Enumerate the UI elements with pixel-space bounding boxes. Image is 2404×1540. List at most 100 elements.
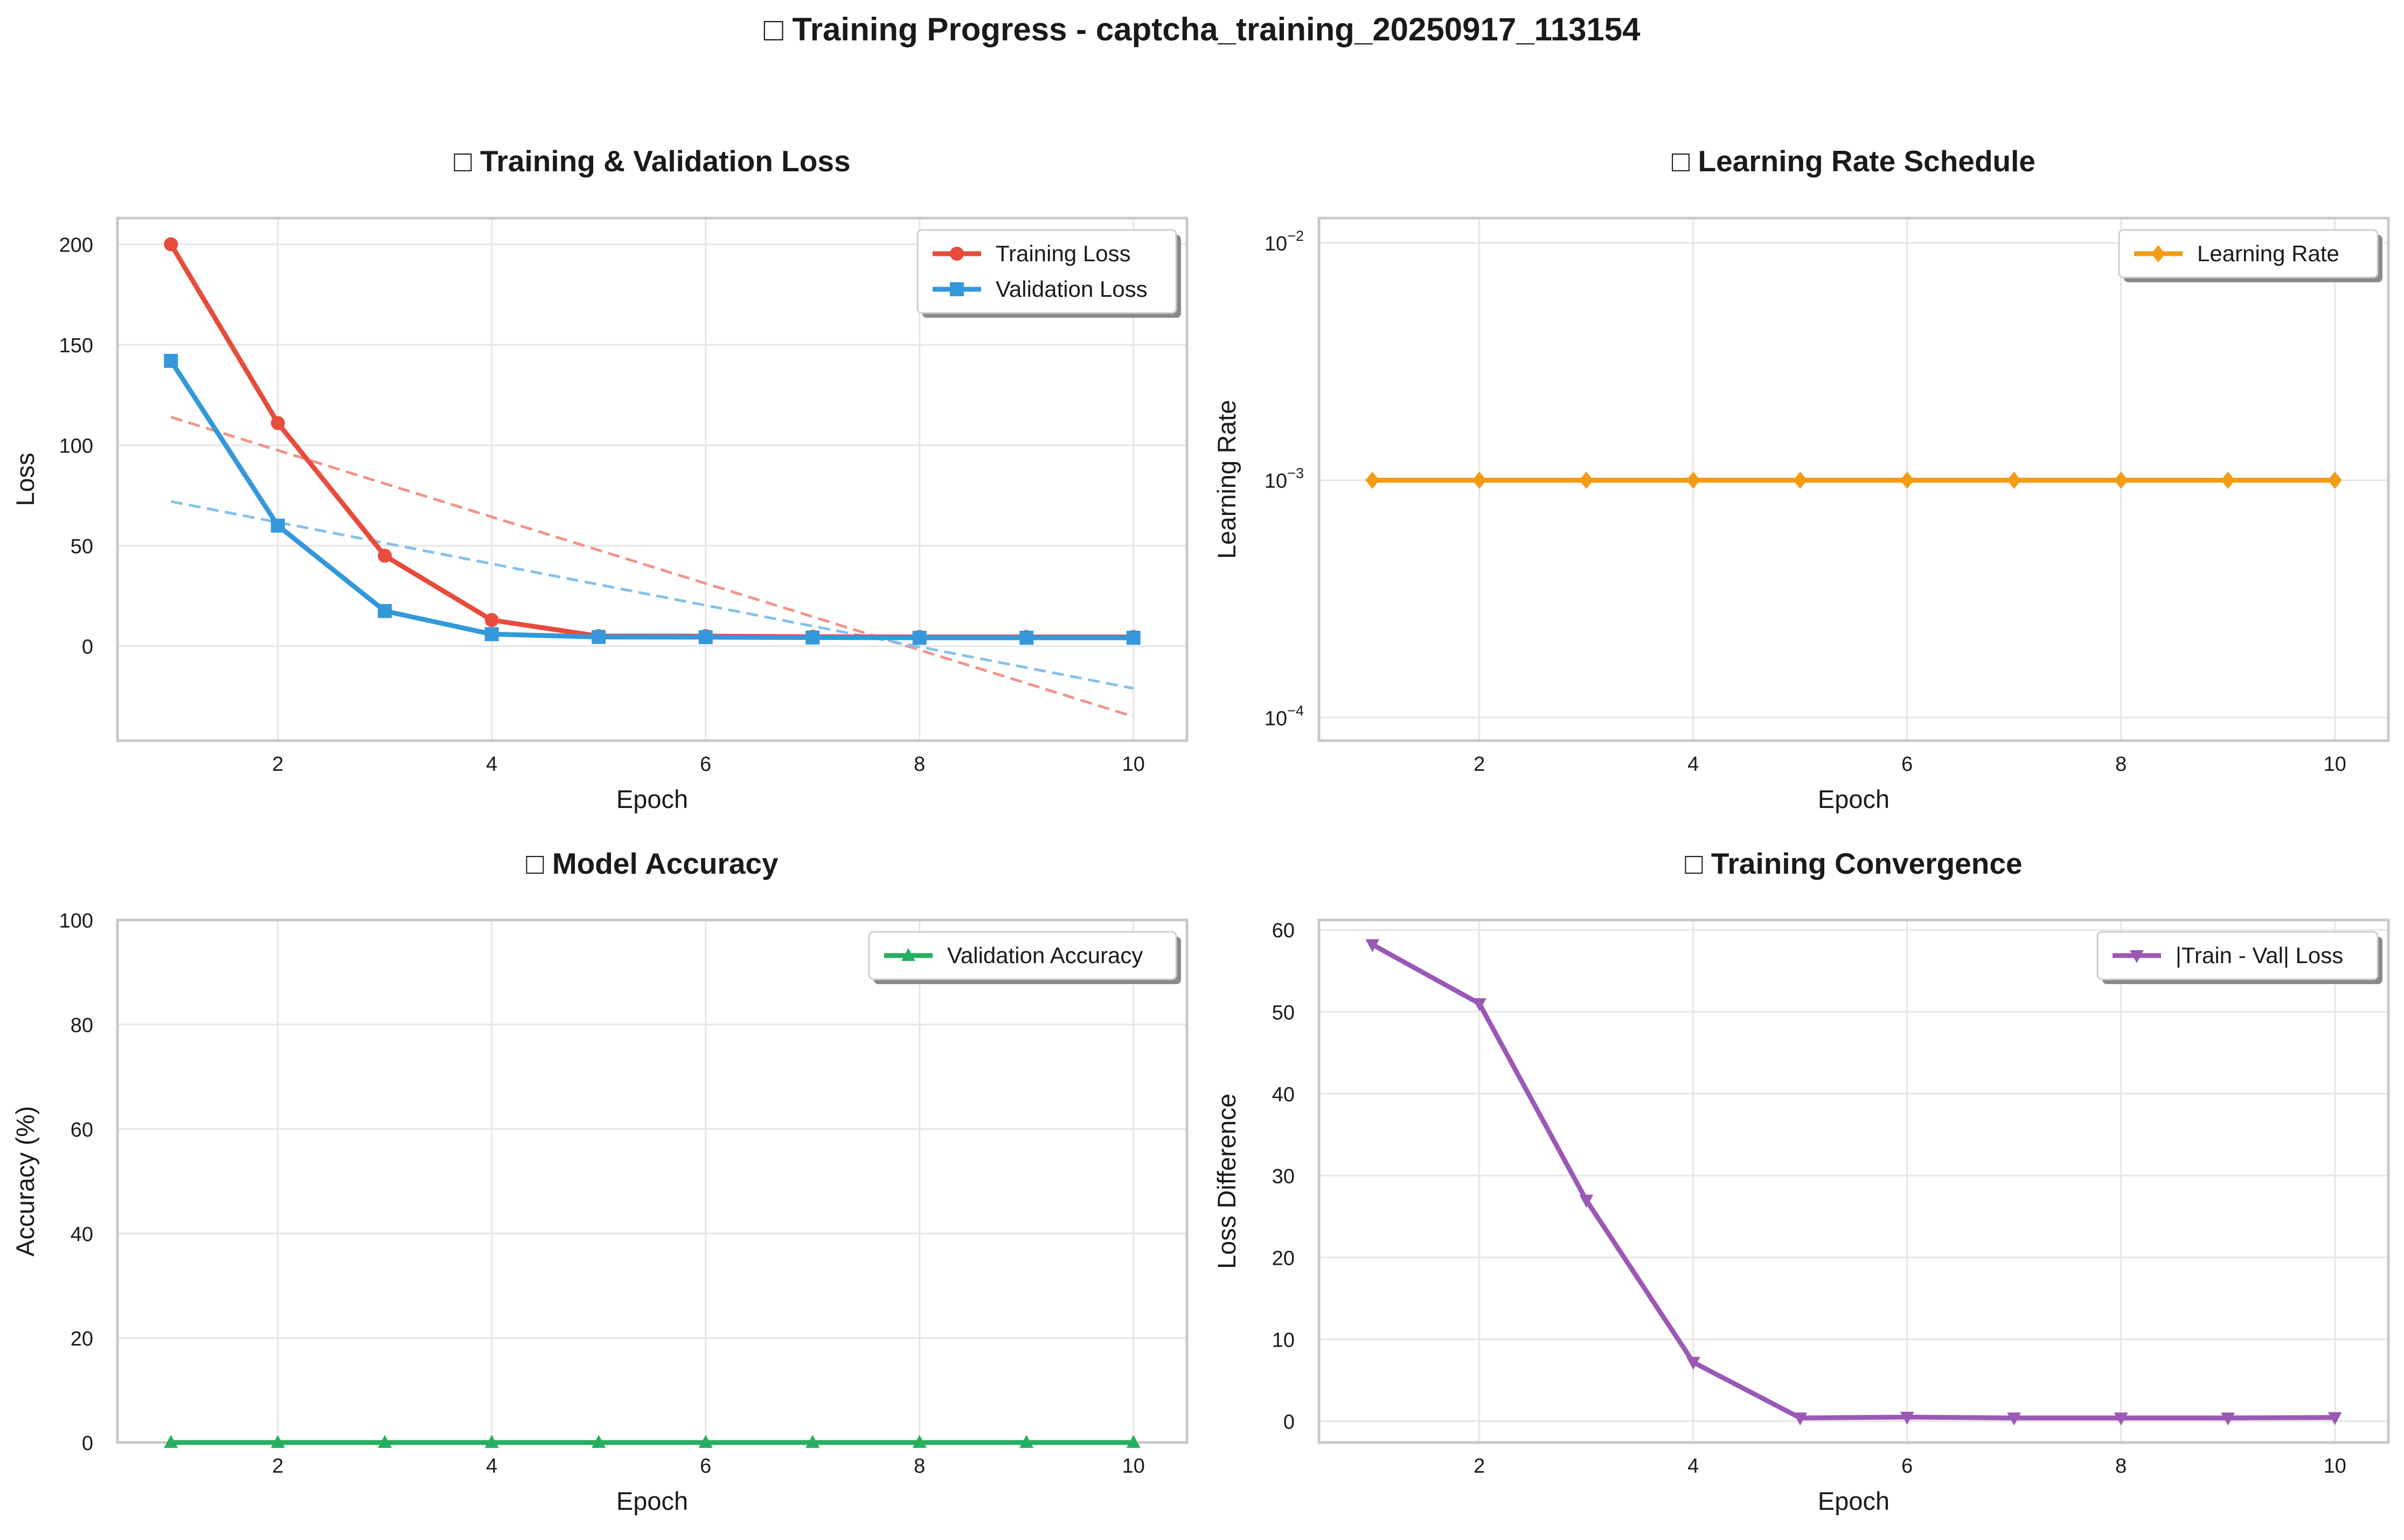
loss-legend-marker-2-point-1 [950,282,964,296]
loss-y-tick-label: 150 [59,335,93,357]
conv-series-1-point-4 [1686,1357,1700,1370]
acc-title: □ Model Accuracy [526,847,779,880]
loss-series-2-point-4 [484,627,499,642]
lr-series-1-point-10 [2327,471,2342,489]
lr-x-axis-label: Epoch [1818,785,1889,813]
acc-y-tick-label: 100 [59,910,93,932]
conv-legend-marker-1-point-1 [2130,950,2144,963]
loss-title: □ Training & Validation Loss [454,144,850,178]
loss-y-tick-label: 0 [82,636,93,659]
loss-series-1-point-4 [484,613,499,628]
acc-y-tick-label: 40 [71,1223,93,1246]
lr-x-tick-label: 8 [2115,753,2127,776]
loss-series-2-point-3 [378,604,392,618]
conv-series-1-point-6 [1900,1411,1914,1425]
lr-y-tick-label: 10−2 [1264,228,1304,255]
conv-series-1-point-3 [1579,1194,1594,1208]
conv-panel: □ Training Convergence 2 4 6 8 10 0 10 20 30 40 50 6… [1212,847,2390,1515]
lr-series-1-point-9 [2221,471,2235,489]
acc-series-1-point-5 [592,1435,606,1448]
loss-y-tick-label: 200 [59,234,93,257]
acc-y-tick-label: 20 [71,1328,93,1350]
conv-title: □ Training Convergence [1685,847,2022,880]
lr-series-1-point-5 [1793,471,1808,489]
loss-x-tick-label: 6 [700,753,711,776]
acc-series-1-point-10 [1126,1435,1141,1448]
conv-x-tick-label: 10 [2324,1455,2346,1478]
loss-series-1-point-1 [164,237,178,252]
conv-axes-frame [1317,918,2390,1444]
conv-series-1-point-1 [1365,939,1380,952]
lr-legend [2118,229,2379,278]
loss-series-2-point-7 [805,630,820,645]
lr-series-1-point-1 [1365,471,1380,489]
acc-series-1-point-7 [805,1435,820,1448]
conv-y-tick-label: 50 [1272,1001,1295,1024]
acc-x-tick-label: 2 [272,1455,283,1478]
acc-series-1-point-1 [164,1435,178,1448]
acc-legend [868,931,1177,980]
conv-series-1-line [1370,942,2338,1420]
loss-legend-label-2: Validation Loss [996,276,1148,302]
conv-series-1-point-10 [2327,1412,2342,1425]
lr-series-1-point-8 [2114,471,2128,489]
loss-x-tick-label: 2 [272,753,283,776]
lr-series-1-point-2 [1472,471,1486,489]
loss-x-tick-label: 10 [1122,753,1145,776]
loss-series-2-point-6 [698,630,713,644]
figure-title: □ Training Progress - captcha_training_2… [763,11,1641,47]
lr-x-tick-label: 4 [1687,753,1699,776]
loss-legend [916,229,1177,314]
lr-series-1-point-6 [1900,471,1914,489]
conv-x-tick-label: 2 [1474,1455,1485,1478]
conv-legend [2096,931,2379,980]
loss-trend-line-1 [170,415,1134,718]
loss-axes-frame [116,217,1189,742]
conv-y-tick-label: 40 [1272,1083,1295,1106]
conv-y-tick-label: 0 [1283,1411,1295,1433]
loss-series-1-point-3 [378,548,392,563]
acc-y-axis-label: Accuracy (%) [11,1106,39,1256]
lr-x-tick-label: 6 [1901,753,1913,776]
conv-x-tick-label: 6 [1901,1455,1913,1478]
acc-x-tick-label: 6 [700,1455,711,1478]
loss-y-axis-label: Loss [11,452,39,506]
loss-series-2-point-1 [164,353,178,368]
acc-x-tick-label: 4 [486,1455,497,1478]
loss-x-tick-label: 4 [486,753,497,776]
acc-y-tick-label: 80 [71,1014,93,1037]
lr-axes-frame [1317,217,2390,742]
conv-series-1-point-9 [2221,1412,2235,1426]
lr-title: □ Learning Rate Schedule [1672,144,2035,178]
lr-y-axis-label: Learning Rate [1212,400,1241,559]
lr-series-1-point-3 [1579,471,1594,489]
loss-y-tick-label: 100 [59,435,93,458]
loss-legend-label-1: Training Loss [996,241,1131,266]
acc-series-1-point-2 [270,1435,285,1448]
lr-x-tick-label: 10 [2324,753,2346,776]
conv-y-axis-label: Loss Difference [1212,1093,1241,1269]
conv-x-axis-label: Epoch [1818,1487,1889,1515]
lr-series-1-point-4 [1686,471,1700,489]
loss-x-tick-label: 8 [914,753,925,776]
lr-legend-label-1: Learning Rate [2197,241,2339,266]
loss-series-2-point-10 [1126,630,1141,645]
loss-series-1-point-2 [270,416,285,430]
loss-x-axis-label: Epoch [616,785,688,813]
lr-y-tick-label: 10−3 [1264,465,1304,493]
acc-series-1-point-8 [912,1435,927,1448]
acc-x-tick-label: 8 [914,1455,925,1478]
acc-x-axis-label: Epoch [616,1487,688,1515]
conv-y-tick-label: 10 [1272,1329,1295,1351]
conv-series-1-point-7 [2007,1412,2021,1426]
lr-y-tick-label: 10−4 [1264,702,1304,730]
conv-series-1-point-5 [1793,1412,1808,1426]
conv-series-1-point-8 [2114,1412,2128,1426]
loss-series-2-point-2 [270,518,285,533]
loss-legend-marker-1-point-1 [950,247,964,261]
conv-x-tick-label: 8 [2115,1455,2127,1478]
conv-legend-label-1: |Train - Val| Loss [2176,943,2343,968]
